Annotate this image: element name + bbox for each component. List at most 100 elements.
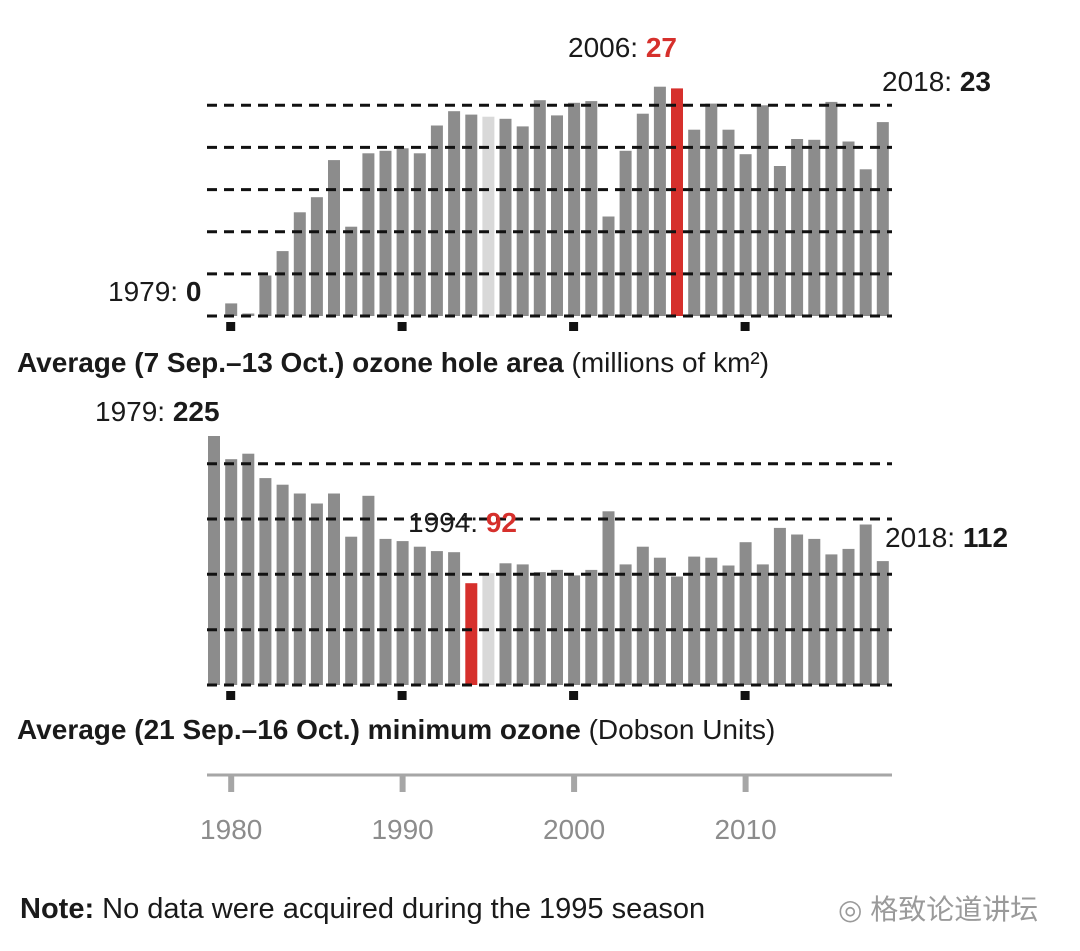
area-bar-1989 [379,150,392,316]
ozone-gridlines [207,462,892,687]
ozone-bar-1990 [396,541,409,685]
area-bar-2017 [859,169,872,316]
ozone-bar-2004 [636,546,649,685]
ozone-chart-title: Average (21 Sep.–16 Oct.) minimum ozone … [17,714,775,745]
ozone-bars [208,436,889,685]
area-bar-2005 [653,86,666,316]
area-peak-label: 2006: 27 [568,32,677,63]
area-tick-2010 [740,322,750,331]
area-bar-2013 [791,139,804,316]
ozone-bar-2007 [688,556,701,685]
time-axis-label-2000: 2000 [543,814,605,845]
area-bar-1987 [345,226,358,316]
ozone-bar-1993 [448,552,461,685]
ozone-tick-2000 [569,691,579,700]
area-bar-2008 [705,103,718,316]
area-tick-1990 [397,322,407,331]
ozone-bar-2006 [671,576,683,685]
ozone-bar-2000 [568,575,581,685]
area-bar-1988 [362,153,375,316]
area-bar-1984 [293,212,306,316]
ozone-bar-2009 [722,565,735,685]
area-bar-1991 [413,153,426,316]
ozone-bar-1985 [310,503,323,685]
ozone-bar-2015 [825,554,838,685]
ozone-bar-2001 [585,569,598,685]
area-tick-2000 [569,322,579,331]
area-bar-2001 [585,101,598,316]
ozone-low-label: 1994: 92 [408,507,517,538]
ozone-bar-2012 [773,527,786,685]
area-chart-title: Average (7 Sep.–13 Oct.) ozone hole area… [17,347,769,378]
area-bar-1982 [259,275,272,316]
ozone-bar-1979 [208,436,220,685]
area-bar-2002 [602,216,615,316]
ozone-bar-1994 [465,583,478,685]
ozone-bar-1988 [362,495,375,685]
time-axis-ticks: 1980 1990 2000 2010 [200,775,777,845]
ozone-bar-1983 [276,484,289,685]
ozone-bar-2003 [619,564,632,685]
area-bar-2003 [619,150,632,316]
ozone-bar-1982 [259,478,272,685]
ozone-tick-1980 [226,691,236,700]
ozone-bar-1999 [551,569,563,685]
area-start-label: 1979: 0 [108,276,201,307]
area-bar-2014 [808,139,821,316]
ozone-bar-1992 [430,551,443,685]
ozone-bar-2014 [808,538,821,685]
time-axis-label-1990: 1990 [371,814,433,845]
ozone-bar-2008 [705,557,718,685]
ozone-bar-1991 [413,546,426,685]
area-bar-2009 [722,129,735,316]
area-bar-1983 [276,251,289,316]
area-bar-1993 [448,111,461,316]
area-bar-1996 [499,118,512,316]
area-bar-2010 [739,154,752,316]
area-bar-1992 [430,125,443,316]
area-bar-2000 [568,102,581,316]
area-end-label: 2018: 23 [882,66,991,97]
area-bar-2007 [688,129,701,316]
area-bar-1999 [551,115,563,317]
ozone-bar-2018 [876,561,889,685]
ozone-bar-1987 [345,536,358,685]
ozone-bar-2010 [739,542,752,685]
ozone-bar-2013 [791,534,804,685]
area-bar-2006 [671,88,683,317]
area-bar-1980 [225,303,238,316]
area-tick-1980 [226,322,236,331]
area-bar-1986 [328,160,340,316]
area-bar-2018 [876,122,889,316]
area-bar-1995-missing [482,116,495,316]
ozone-bar-1989 [379,538,392,685]
area-bar-2004 [636,113,649,316]
ozone-bar-1980 [225,459,238,685]
area-bar-1997 [516,126,529,317]
area-gridlines [207,103,892,318]
ozone-end-label: 2018: 112 [885,522,1008,553]
ozone-tick-2010 [740,691,750,700]
area-bar-1985 [310,197,323,316]
area-bar-1998 [533,100,546,316]
area-bar-2015 [825,101,838,317]
ozone-bar-2002 [602,511,615,685]
ozone-bar-2017 [859,524,872,685]
area-bars [225,86,889,317]
area-bar-2012 [773,166,786,316]
time-axis-label-2010: 2010 [714,814,776,845]
ozone-bar-1984 [293,493,306,685]
ozone-tick-1990 [397,691,407,700]
ozone-bar-2011 [756,564,769,685]
area-decade-ticks [226,322,750,331]
ozone-bar-1981 [242,453,255,685]
ozone-bar-2005 [653,557,666,685]
ozone-bar-1997 [516,564,529,685]
ozone-bar-2016 [842,548,855,685]
ozone-bar-1986 [328,493,340,685]
area-bar-2016 [842,141,855,316]
ozone-start-label: 1979: 225 [95,396,220,427]
area-bar-1994 [465,114,478,316]
ozone-bar-1996 [499,563,512,685]
